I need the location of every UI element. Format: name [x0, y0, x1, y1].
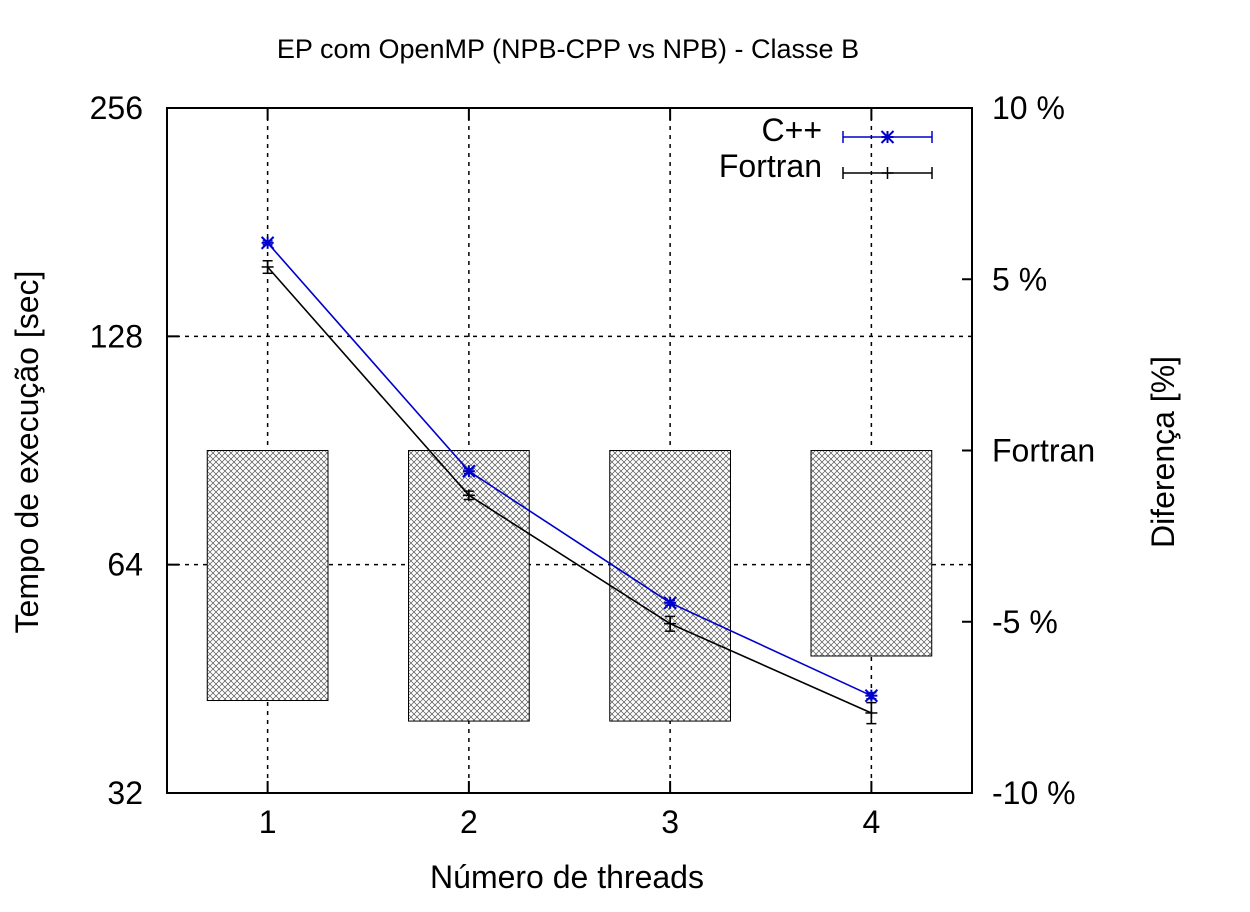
x-tick-label: 2 [460, 804, 478, 840]
plot-frame [166, 107, 973, 794]
difference-bar [206, 450, 329, 702]
marker-stroke [864, 688, 879, 703]
ticks-layer: 1 2 3 4 32 64 128 256 -10 % -5 % Fortran 5 % 10 % [90, 90, 1096, 840]
y2-tick-label: -5 % [992, 604, 1058, 640]
data-point-fortran [261, 260, 274, 273]
y2-tick-label: -10 % [992, 775, 1076, 811]
data-point-cpp [462, 464, 476, 478]
legend-label-fortran: Fortran [719, 148, 822, 184]
y-tick-label: 256 [90, 90, 143, 126]
marker-stroke [260, 236, 275, 250]
x-axis-label: Número de threads [430, 859, 704, 895]
y-tick-label: 128 [90, 318, 143, 354]
legend-marker-fortran [881, 167, 894, 179]
marker-stroke [663, 596, 677, 610]
y2-tick-label: Fortran [992, 433, 1095, 469]
series-cpp [260, 236, 879, 703]
marker-stroke [880, 130, 895, 144]
x-tick-label: 1 [259, 804, 277, 840]
chart-title: EP com OpenMP (NPB-CPP vs NPB) - Classe … [277, 34, 859, 64]
series-line-cpp [267, 242, 872, 697]
data-point-fortran [664, 617, 677, 630]
difference-bar [810, 450, 933, 657]
data-point-cpp [864, 688, 879, 703]
x-tick-label: 4 [862, 804, 880, 840]
difference-bar [609, 450, 731, 722]
legend: C++ Fortran [719, 112, 933, 184]
legend-marker-cpp [880, 130, 895, 144]
data-point-fortran [865, 706, 878, 719]
series-line-fortran [267, 266, 872, 714]
y2-tick-label: 10 % [992, 90, 1065, 126]
data-point-cpp [663, 596, 677, 610]
y2-tick-label: 5 % [992, 261, 1047, 297]
legend-sample-fortran [842, 167, 933, 179]
marker-stroke [462, 464, 476, 478]
legend-label-cpp: C++ [762, 112, 822, 148]
difference-bars [206, 450, 933, 722]
y2-axis-label: Diferença [%] [1145, 356, 1181, 548]
data-point-fortran [462, 489, 475, 502]
y-axis-label: Tempo de execução [sec] [9, 271, 45, 634]
series-layer [260, 236, 879, 725]
legend-sample-cpp [842, 130, 933, 144]
series-fortran [261, 260, 878, 725]
data-point-cpp [260, 236, 275, 250]
y-tick-label: 64 [107, 547, 143, 583]
x-tick-label: 3 [661, 804, 679, 840]
y-tick-label: 32 [107, 775, 143, 811]
